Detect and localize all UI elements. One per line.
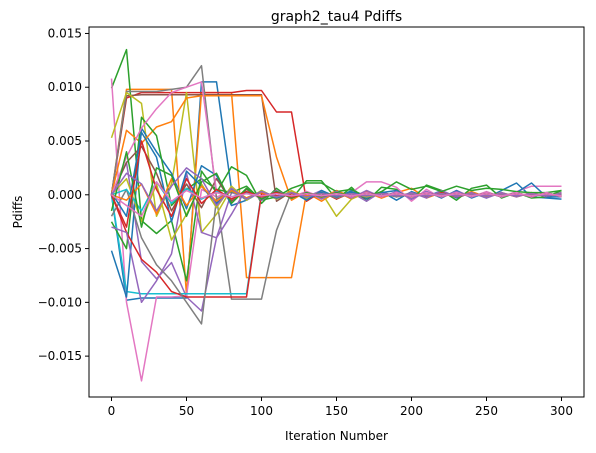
y-tick-label: −0.005 — [38, 242, 82, 256]
x-tick-label: 200 — [400, 404, 423, 418]
y-tick-label: 0.000 — [48, 188, 82, 202]
x-tick-label: 250 — [475, 404, 498, 418]
chart-title: graph2_tau4 Pdiffs — [271, 9, 402, 25]
y-tick-label: −0.010 — [38, 295, 82, 309]
y-axis-label: Pdiffs — [11, 196, 25, 229]
series-line-26 — [111, 181, 562, 218]
x-tick-label: 50 — [179, 404, 194, 418]
y-tick-label: −0.015 — [38, 349, 82, 363]
y-tick-label: 0.005 — [48, 134, 82, 148]
x-tick-label: 150 — [325, 404, 348, 418]
y-axis-ticks: −0.015 −0.010 −0.005 0.000 0.005 0.010 0.015 — [38, 26, 89, 363]
x-axis-ticks: 0 50 100 150 200 250 300 — [108, 397, 573, 418]
x-tick-label: 300 — [550, 404, 573, 418]
series-line-25 — [110, 167, 562, 212]
x-tick-label: 0 — [108, 404, 116, 418]
series-layer — [110, 48, 562, 382]
x-tick-label: 100 — [250, 404, 273, 418]
y-tick-label: 0.015 — [48, 26, 82, 40]
y-tick-label: 0.010 — [48, 80, 82, 94]
x-axis-label: Iteration Number — [285, 429, 388, 443]
